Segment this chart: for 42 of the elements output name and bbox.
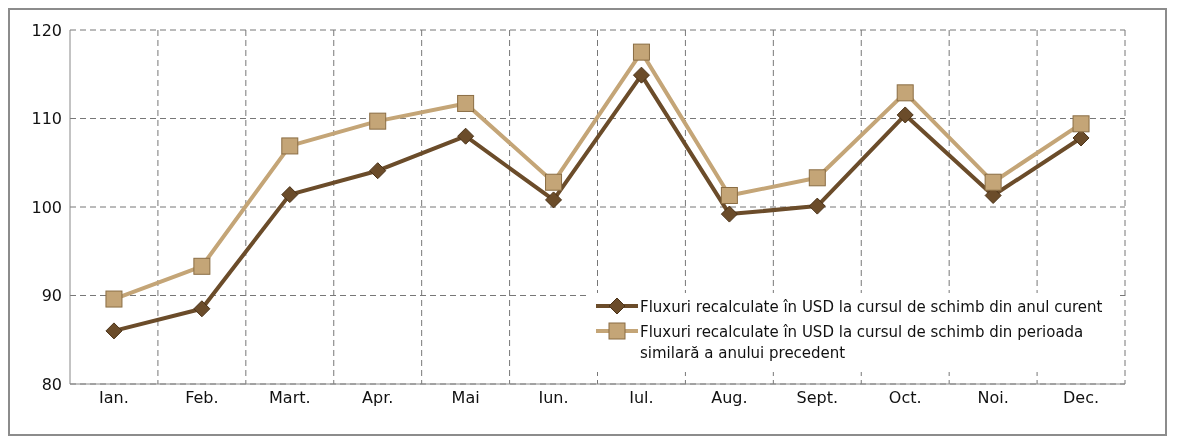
point — [105, 290, 123, 308]
point — [720, 205, 738, 223]
point — [1072, 129, 1090, 147]
point — [193, 300, 211, 318]
y-tick-label: 110 — [31, 109, 62, 129]
point — [457, 94, 475, 112]
y-tick-label: 100 — [31, 197, 62, 217]
point — [808, 169, 826, 187]
x-tick-label: Oct. — [888, 388, 922, 408]
x-tick-label: Aug. — [711, 388, 748, 408]
point — [720, 187, 738, 204]
point — [808, 197, 826, 215]
point — [193, 257, 211, 275]
y-tick-label: 90 — [41, 286, 62, 306]
point — [1072, 115, 1090, 133]
point — [281, 186, 299, 204]
point — [369, 112, 387, 130]
point — [545, 173, 563, 191]
point — [545, 191, 563, 209]
x-tick-label: Noi. — [977, 388, 1009, 408]
y-tick-label: 80 — [41, 374, 62, 394]
x-tick-label: Mart. — [269, 388, 311, 408]
point — [632, 66, 650, 84]
legend-label: Fluxuri recalculate în USD la cursul de schimb din perioada similară a anului precedent — [640, 322, 1085, 364]
y-tick-label: 120 — [31, 20, 62, 40]
x-tick-label: Sept. — [796, 388, 839, 408]
legend-label: Fluxuri recalculate în USD la cursul de schimb din anul curent — [640, 297, 1103, 318]
point — [105, 322, 123, 340]
x-tick-label: Dec. — [1063, 388, 1100, 408]
x-tick-label: Feb. — [185, 388, 219, 408]
x-tick-label: Mai — [451, 388, 480, 408]
point — [984, 173, 1002, 191]
point — [632, 43, 650, 61]
point — [369, 162, 387, 180]
point — [896, 106, 914, 124]
point — [281, 137, 299, 155]
point — [896, 84, 914, 102]
x-tick-label: Iun. — [538, 388, 569, 408]
x-tick-label: Apr. — [362, 388, 394, 408]
x-tick-label: Iul. — [629, 388, 654, 408]
point — [457, 127, 475, 145]
x-tick-label: Ian. — [99, 388, 129, 408]
